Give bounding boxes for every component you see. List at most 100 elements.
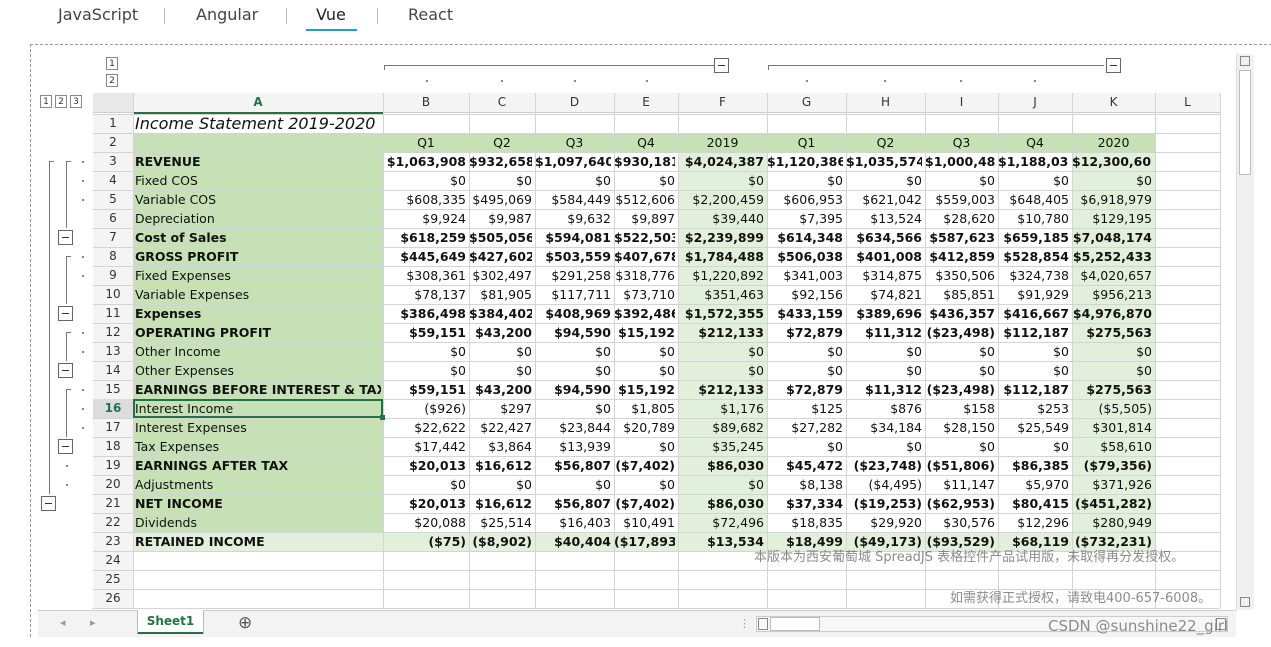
data-cell[interactable]: $2,239,899 (684, 230, 764, 245)
data-cell[interactable]: $5,252,433 (1072, 249, 1152, 264)
data-cell[interactable]: $1,120,386 (767, 154, 843, 169)
data-cell[interactable]: $0 (1136, 344, 1152, 359)
data-cell[interactable]: $614,348 (777, 230, 843, 245)
data-cell[interactable]: $72,879 (786, 382, 843, 397)
collapse-column-group-2020-button[interactable] (1106, 58, 1121, 73)
data-cell[interactable]: $0 (906, 344, 922, 359)
data-cell[interactable]: $17,442 (414, 439, 466, 454)
data-cell[interactable]: $0 (659, 363, 675, 378)
data-cell[interactable]: $92,156 (791, 287, 843, 302)
data-cell[interactable]: $22,427 (480, 420, 532, 435)
data-cell[interactable]: $7,048,174 (1072, 230, 1152, 245)
data-cell[interactable]: $0 (1053, 173, 1069, 188)
column-header-g[interactable]: G (801, 95, 812, 109)
data-cell[interactable]: $29,920 (870, 515, 922, 530)
data-cell[interactable]: $9,897 (631, 211, 675, 226)
tab-vue[interactable]: Vue (316, 5, 346, 24)
row-header[interactable]: 4 (109, 173, 117, 187)
data-cell[interactable]: $56,807 (554, 458, 611, 473)
data-cell[interactable]: $427,602 (469, 249, 532, 264)
data-cell[interactable]: $3,864 (488, 439, 532, 454)
data-cell[interactable]: $18,835 (791, 515, 843, 530)
data-cell[interactable]: $9,924 (422, 211, 466, 226)
data-cell[interactable]: ($5,505) (1098, 401, 1153, 416)
data-cell[interactable]: $253 (1037, 401, 1069, 416)
data-cell[interactable]: $20,789 (623, 420, 675, 435)
data-cell[interactable]: $30,576 (943, 515, 995, 530)
data-cell[interactable]: $1,097,640 (535, 154, 611, 169)
horizontal-scrollbar[interactable] (756, 616, 1228, 632)
data-cell[interactable]: $956,213 (1092, 287, 1152, 302)
data-cell[interactable]: $58,610 (1100, 439, 1152, 454)
data-cell[interactable]: $0 (827, 344, 843, 359)
data-cell[interactable]: $659,185 (1003, 230, 1069, 245)
tab-splitter-handle[interactable]: ⋮ (739, 617, 750, 630)
collapse-row-group-other-button[interactable] (58, 363, 73, 378)
data-cell[interactable]: ($51,806) (926, 458, 995, 473)
row-header[interactable]: 25 (105, 572, 121, 586)
data-cell[interactable]: $0 (659, 477, 675, 492)
data-cell[interactable]: $275,563 (1086, 325, 1152, 340)
column-group-level-1-button[interactable]: 1 (106, 57, 118, 70)
data-cell[interactable]: $318,776 (615, 268, 675, 283)
data-cell[interactable]: $13,939 (559, 439, 611, 454)
sheet-tab-sheet1[interactable]: Sheet1 (137, 610, 204, 634)
data-cell[interactable]: $25,549 (1017, 420, 1069, 435)
data-cell[interactable]: $4,024,387 (684, 154, 764, 169)
data-cell[interactable]: $9,632 (567, 211, 611, 226)
data-cell[interactable]: $37,334 (786, 496, 843, 511)
row-header[interactable]: 6 (109, 211, 117, 225)
column-header-b[interactable]: B (421, 95, 431, 109)
data-cell[interactable]: $0 (979, 439, 995, 454)
column-header-c[interactable]: C (497, 95, 507, 109)
scroll-left-arrow[interactable] (758, 618, 768, 630)
data-cell[interactable]: $0 (516, 173, 532, 188)
data-cell[interactable]: $412,859 (929, 249, 995, 264)
data-cell[interactable]: $8,138 (799, 477, 843, 492)
data-cell[interactable]: $932,658 (469, 154, 532, 169)
data-cell[interactable]: $11,312 (865, 382, 922, 397)
data-cell[interactable]: $930,181 (614, 154, 675, 169)
data-cell[interactable]: $78,137 (414, 287, 466, 302)
data-cell[interactable]: $0 (748, 173, 764, 188)
data-cell[interactable]: $12,300,607 (1072, 154, 1152, 169)
scroll-up-arrow[interactable] (1240, 56, 1250, 66)
data-cell[interactable]: ($93,529) (926, 534, 995, 549)
data-cell[interactable]: $0 (450, 363, 466, 378)
data-cell[interactable]: ($7,402) (615, 496, 675, 511)
data-cell[interactable]: $91,929 (1017, 287, 1069, 302)
data-cell[interactable]: ($49,173) (853, 534, 922, 549)
data-cell[interactable]: $648,405 (1009, 192, 1069, 207)
data-cell[interactable]: ($451,282) (1074, 496, 1152, 511)
data-cell[interactable]: $35,245 (712, 439, 764, 454)
collapse-column-group-2019-button[interactable] (714, 58, 729, 73)
data-cell[interactable]: $59,151 (409, 325, 466, 340)
row-header[interactable]: 21 (105, 496, 121, 510)
data-cell[interactable]: $85,851 (943, 287, 995, 302)
tab-react[interactable]: React (408, 5, 454, 24)
data-cell[interactable]: $0 (595, 477, 611, 492)
data-cell[interactable]: ($75) (428, 534, 466, 549)
data-cell[interactable]: $608,335 (406, 192, 466, 207)
row-header[interactable]: 22 (105, 515, 121, 529)
data-cell[interactable]: $56,807 (554, 496, 611, 511)
data-cell[interactable]: $0 (595, 173, 611, 188)
data-cell[interactable]: $22,622 (414, 420, 466, 435)
data-cell[interactable]: $20,088 (414, 515, 466, 530)
data-cell[interactable]: $291,258 (551, 268, 611, 283)
data-cell[interactable]: $0 (906, 439, 922, 454)
data-cell[interactable]: $129,195 (1092, 211, 1152, 226)
row-header[interactable]: 14 (105, 363, 121, 377)
data-cell[interactable]: $125 (811, 401, 843, 416)
row-header[interactable]: 1 (109, 116, 117, 130)
add-sheet-icon[interactable]: ⊕ (238, 613, 253, 633)
row-header[interactable]: 24 (105, 553, 121, 567)
row-header[interactable]: 16 (93, 399, 133, 418)
data-cell[interactable]: $1,000,482 (925, 154, 995, 169)
tab-javascript[interactable]: JavaScript (58, 5, 139, 24)
column-header-i[interactable]: I (959, 95, 964, 109)
data-cell[interactable]: $0 (516, 363, 532, 378)
data-cell[interactable]: $1,805 (631, 401, 675, 416)
data-cell[interactable]: $384,402 (469, 306, 532, 321)
row-group-level-1-button[interactable]: 1 (40, 95, 52, 108)
